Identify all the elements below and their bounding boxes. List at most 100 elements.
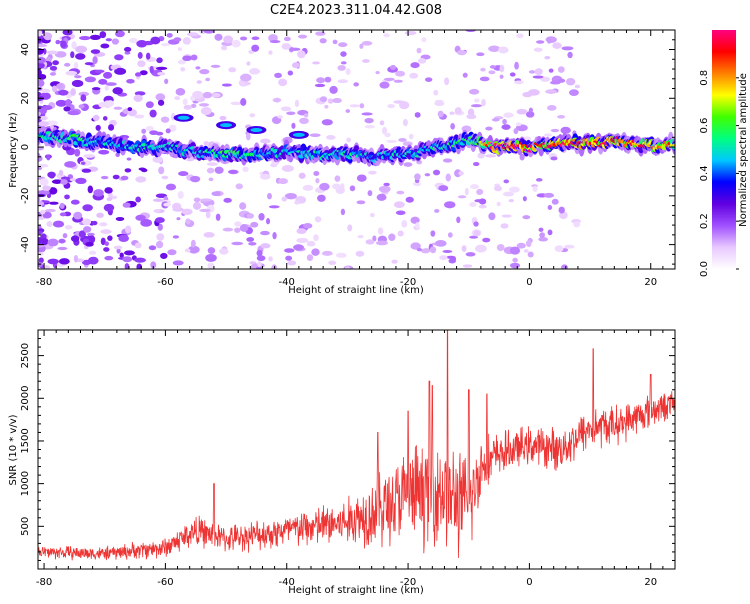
spectrogram-noise-blob [539,232,546,238]
spectrogram-noise-blob [82,204,93,212]
colorbar: 0.0 0.2 0.4 0.6 0.8 Normalized spectral ampl… [699,30,749,277]
spectrogram-noise-blob [157,99,165,106]
spectrogram-noise-blob [38,44,48,48]
spectrogram-noise-blob [420,248,431,254]
spectrogram-noise-blob [464,187,469,196]
spectrogram-noise-blob [48,187,58,195]
spectrogram-noise-blob [96,212,104,218]
spectrogram-y-tick-label: 0 [20,144,31,150]
spectrogram-noise-blob [533,47,543,52]
spectrogram-noise-blob [528,70,536,74]
spectrogram-noise-blob [113,245,123,250]
spectrogram-noise-blob [469,235,479,239]
spectrogram-noise-blob [567,51,573,59]
spectrogram-noise-blob [488,45,501,52]
spectrogram-noise-blob [356,200,366,205]
spectrogram-noise-blob [278,78,288,87]
spectrogram-noise-blob [372,235,377,242]
spectrogram-noise-blob [49,65,58,71]
spectrogram-noise-blob [429,246,437,254]
spectrogram-noise-blob [234,227,241,233]
spectrogram-noise-blob [416,247,423,252]
spectrogram-noise-blob [134,114,145,119]
spectrogram-noise-blob [92,56,98,65]
spectrogram-ridge-blob [671,143,675,147]
spectrogram-noise-blob [126,78,135,84]
spectrogram-noise-blob [383,33,390,38]
spectrogram-noise-blob [319,38,327,44]
colorbar-ticks: 0.0 0.2 0.4 0.6 0.8 [699,70,739,277]
spectrogram-noise-blob [98,78,108,85]
spectrogram-noise-blob [203,232,215,238]
spectrogram-noise-blob [315,177,320,184]
spectrogram-noise-blob [67,110,80,116]
spectrogram-noise-blob [43,265,50,269]
spectrogram-noise-blob [112,87,123,95]
spectrogram-noise-blob [389,64,397,71]
spectrogram-noise-blob [203,141,210,146]
spectrogram-noise-blob [454,169,462,178]
spectrogram-noise-blob [58,238,66,244]
spectrogram-noise-blob [525,240,532,248]
spectrogram-noise-blob [38,236,43,244]
spectrogram-noise-blob [120,175,129,181]
spectrogram-noise-blob [136,39,148,48]
spectrogram-noise-blob [178,171,189,177]
spectrogram-x-tick-label: 0 [526,277,532,288]
spectrogram-noise-blob [316,77,326,84]
spectrogram-noise-blob [402,141,413,147]
spectrogram-noise-blob [554,245,564,252]
colorbar-tick-label: 0.4 [699,165,710,181]
spectrogram-noise-blob [38,216,46,220]
spectrogram-noise-blob [127,107,133,112]
spectrogram-noise-blob [561,264,568,269]
spectrogram-noise-blob [62,30,73,36]
spectrogram-noise-blob [355,250,365,257]
spectrogram-noise-blob [544,55,551,60]
spectrogram-noise-blob [256,255,266,262]
spectrogram-noise-blob [547,204,553,210]
spectrogram-noise-blob [155,93,166,101]
spectrogram-noise-blob [124,51,131,55]
spectrogram-noise-blob [404,30,417,36]
spectrogram-noise-blob [260,230,270,236]
spectrogram-noise-blob [437,110,444,118]
spectrogram-noise-blob [90,49,101,54]
spectrogram-noise-blob [38,244,46,248]
spectrogram-noise-blob [434,101,445,107]
spectrogram-noise-blob [450,122,455,130]
spectrogram-noise-blob [134,72,142,77]
spectrogram-noise-blob [71,79,84,88]
spectrogram-noise-blob [71,41,77,50]
spectrogram-noise-blob [167,249,177,256]
spectrogram-noise-blob [478,204,487,209]
spectrogram-noise-blob [114,54,124,61]
spectrogram-noise-blob [462,264,473,268]
spectrogram-noise-blob [457,195,467,199]
spectrogram-noise-blob [367,190,373,197]
spectrogram-noise-blob [38,121,49,127]
spectrogram-noise-blob [195,66,201,70]
spectrogram-noise-blob [326,135,336,140]
spectrogram-noise-blob [527,251,534,258]
spectrogram-noise-blob [417,57,427,64]
spectrogram-noise-blob [64,225,73,230]
spectrogram-noise-blob [137,60,146,68]
spectrogram-noise-blob [538,237,548,242]
spectrogram-noise-blob [438,185,449,192]
spectrogram-noise-blob [231,39,241,48]
spectrogram-noise-blob [340,61,347,65]
spectrogram-noise-blob [569,89,579,96]
spectrogram-noise-blob [38,147,44,151]
spectrogram-noise-blob [368,170,377,175]
spectrogram-noise-blob [267,192,272,200]
spectrogram-noise-blob [393,79,403,83]
spectrogram-noise-blob [461,245,467,252]
spectrogram-noise-blob [523,249,529,253]
spectrogram-noise-blob [145,52,151,60]
spectrogram-noise-blob [552,42,562,49]
spectrogram-noise-blob [184,248,191,253]
spectrogram-noise-blob [133,94,143,102]
spectrogram-noise-blob [296,237,309,243]
spectrogram-noise-blob [319,182,330,191]
